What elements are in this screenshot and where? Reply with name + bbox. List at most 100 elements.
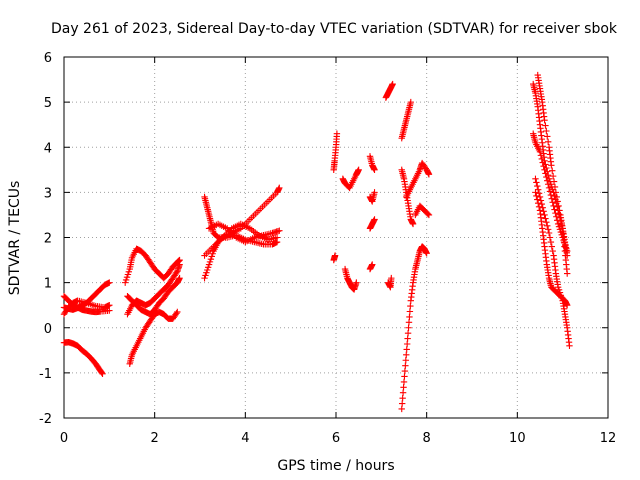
data-point — [553, 213, 560, 220]
data-point — [204, 264, 212, 271]
data-point — [402, 357, 410, 364]
data-point — [557, 228, 565, 236]
data-point — [276, 184, 283, 192]
data-point — [534, 196, 541, 203]
data-point — [403, 351, 410, 359]
data-point — [534, 186, 542, 193]
data-point — [563, 245, 570, 252]
data-point — [544, 138, 552, 146]
data-point — [547, 191, 555, 199]
data-point — [353, 279, 360, 286]
series-4 — [60, 297, 113, 318]
data-point — [124, 271, 132, 278]
series-21 — [382, 80, 396, 101]
series-31 — [532, 189, 571, 309]
series-26 — [403, 159, 433, 201]
y-tick-label: 2 — [44, 232, 52, 247]
series-18 — [366, 189, 378, 205]
data-point — [399, 394, 406, 402]
data-point — [205, 261, 213, 268]
data-point — [176, 274, 183, 282]
series-19 — [366, 216, 378, 232]
data-point — [549, 199, 556, 206]
data-point — [122, 279, 129, 286]
data-point — [544, 222, 551, 229]
series-15 — [339, 166, 362, 192]
data-point — [541, 211, 548, 219]
data-point — [106, 301, 113, 309]
data-point — [551, 183, 559, 191]
data-point — [535, 190, 543, 197]
data-point — [398, 405, 405, 413]
x-tick-label: 8 — [423, 431, 431, 446]
data-point — [401, 367, 409, 375]
data-point — [536, 148, 544, 155]
data-point — [537, 152, 545, 159]
data-point — [545, 229, 553, 237]
data-point — [554, 198, 561, 205]
data-point — [541, 166, 548, 174]
data-point — [535, 203, 543, 211]
data-point — [106, 307, 113, 314]
series-17 — [366, 153, 378, 174]
data-point — [405, 324, 412, 331]
data-point — [544, 181, 552, 188]
series-7 — [126, 308, 181, 368]
data-point — [398, 400, 406, 407]
data-point — [541, 116, 548, 124]
y-tick-label: 1 — [44, 277, 52, 292]
data-point — [424, 210, 432, 218]
data-point — [548, 195, 555, 202]
data-point — [371, 189, 378, 196]
data-point — [566, 342, 573, 349]
data-point — [538, 155, 546, 163]
chart-title: Day 261 of 2023, Sidereal Day-to-day VTE… — [51, 21, 618, 37]
data-point — [543, 173, 550, 181]
y-tick-label: 5 — [44, 96, 52, 111]
data-point — [552, 209, 559, 217]
series-32 — [530, 130, 571, 255]
data-point — [371, 166, 378, 174]
data-point — [554, 217, 561, 224]
data-point — [403, 346, 410, 353]
data-point — [404, 335, 411, 342]
data-point — [369, 261, 376, 268]
data-point — [548, 243, 555, 250]
data-point — [207, 255, 215, 263]
data-point — [537, 197, 545, 204]
data-point — [554, 220, 562, 228]
data-point — [204, 266, 211, 274]
y-tick-label: 0 — [44, 322, 52, 337]
data-point — [548, 162, 555, 169]
y-axis-label: SDTVAR / TECUs — [7, 181, 23, 296]
data-point — [545, 184, 553, 192]
data-point — [543, 218, 550, 226]
data-point — [549, 172, 557, 180]
data-point — [208, 253, 215, 260]
series-22 — [384, 274, 395, 291]
data-point — [425, 211, 433, 219]
y-tick-label: 3 — [44, 186, 52, 201]
data-point — [555, 223, 563, 230]
data-point — [556, 226, 564, 233]
data-point — [539, 204, 546, 211]
series-20 — [366, 261, 376, 273]
data-point — [174, 308, 181, 316]
data-point — [542, 122, 549, 129]
data-point — [551, 206, 558, 213]
data-point — [539, 159, 546, 166]
data-point — [389, 80, 396, 88]
data-point — [556, 207, 563, 214]
data-point — [559, 234, 566, 241]
data-point — [122, 276, 130, 284]
data-point — [400, 384, 407, 391]
data-point — [209, 250, 216, 257]
y-tick-label: -2 — [39, 412, 52, 427]
data-point — [405, 319, 413, 326]
data-point — [544, 177, 551, 184]
data-point — [176, 261, 183, 268]
series-1 — [60, 338, 106, 377]
data-point — [173, 269, 180, 276]
data-point — [532, 175, 539, 183]
